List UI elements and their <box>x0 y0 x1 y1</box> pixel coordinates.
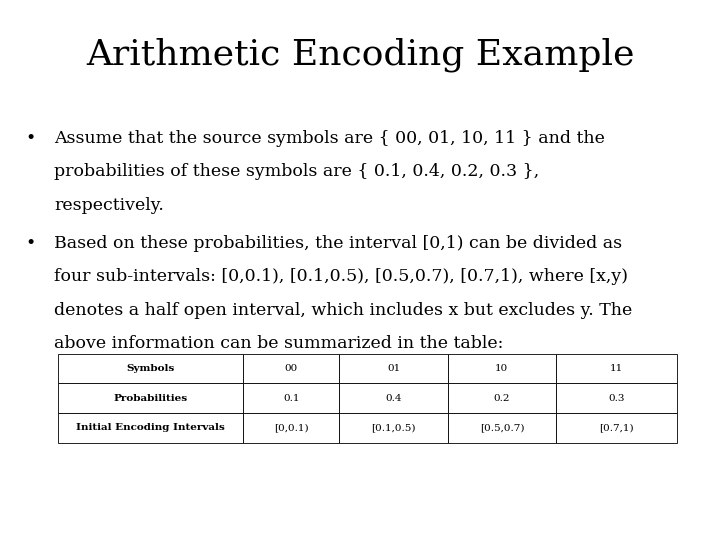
Bar <box>556 383 677 413</box>
Text: probabilities of these symbols are { 0.1, 0.4, 0.2, 0.3 },: probabilities of these symbols are { 0.1… <box>54 163 539 180</box>
Text: [0,0.1): [0,0.1) <box>274 423 309 433</box>
Bar <box>243 413 339 443</box>
Text: 0.1: 0.1 <box>283 394 300 403</box>
Text: 0.4: 0.4 <box>385 394 402 403</box>
Bar <box>339 383 448 413</box>
Text: 01: 01 <box>387 364 400 373</box>
Text: Symbols: Symbols <box>126 364 175 373</box>
Text: Initial Encoding Intervals: Initial Encoding Intervals <box>76 423 225 433</box>
Bar <box>556 354 677 383</box>
Bar <box>58 354 243 383</box>
Text: 11: 11 <box>610 364 623 373</box>
Text: denotes a half open interval, which includes x but excludes y. The: denotes a half open interval, which incl… <box>54 302 632 319</box>
Text: 00: 00 <box>284 364 298 373</box>
Text: respectively.: respectively. <box>54 197 164 213</box>
Text: [0.5,0.7): [0.5,0.7) <box>480 423 524 433</box>
Bar <box>339 413 448 443</box>
Text: •: • <box>25 235 35 252</box>
Text: 0.3: 0.3 <box>608 394 625 403</box>
Bar <box>58 413 243 443</box>
Text: •: • <box>25 130 35 146</box>
Bar <box>556 413 677 443</box>
Text: Arithmetic Encoding Example: Arithmetic Encoding Example <box>86 38 634 72</box>
Bar <box>339 354 448 383</box>
Text: 10: 10 <box>495 364 508 373</box>
Text: Based on these probabilities, the interval [0,1) can be divided as: Based on these probabilities, the interv… <box>54 235 622 252</box>
Text: above information can be summarized in the table:: above information can be summarized in t… <box>54 335 503 352</box>
Text: [0.1,0.5): [0.1,0.5) <box>372 423 415 433</box>
Text: four sub-intervals: [0,0.1), [0.1,0.5), [0.5,0.7), [0.7,1), where [x,y): four sub-intervals: [0,0.1), [0.1,0.5), … <box>54 268 628 285</box>
Bar <box>448 413 556 443</box>
Text: 0.2: 0.2 <box>494 394 510 403</box>
Text: Probabilities: Probabilities <box>114 394 187 403</box>
Text: [0.7,1): [0.7,1) <box>599 423 634 433</box>
Bar <box>243 354 339 383</box>
Bar <box>58 383 243 413</box>
Bar <box>243 383 339 413</box>
Bar <box>448 383 556 413</box>
Text: Assume that the source symbols are { 00, 01, 10, 11 } and the: Assume that the source symbols are { 00,… <box>54 130 605 146</box>
Bar <box>448 354 556 383</box>
